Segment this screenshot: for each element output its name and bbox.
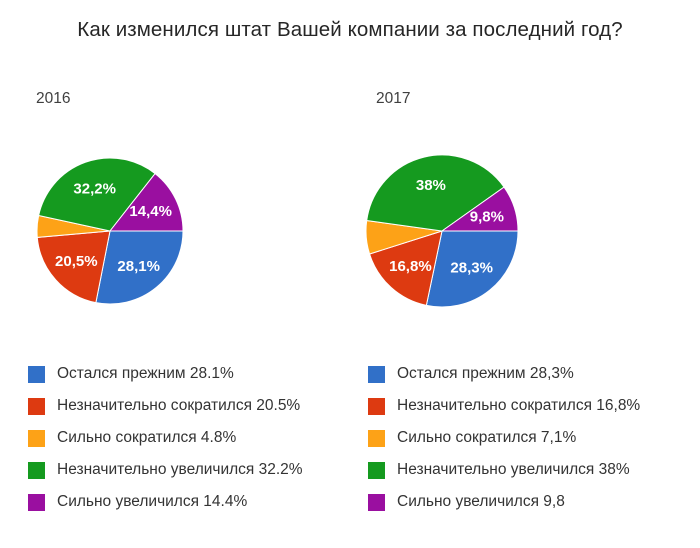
legend-swatch-strongly-decreased-icon [28,429,45,447]
chart-panel-2016: 2016 28,1% 20,5% 32,2% 14,4% Остался прежни… [18,90,358,530]
pie-slice-label: 28,1% [117,258,160,275]
legend-2017: Остался прежним 28,3% Незначительно сокр… [368,358,698,518]
legend-item-label: Сильно увеличился 9,8 [397,493,565,511]
legend-item[interactable]: Остался прежним 28.1% [28,358,358,390]
legend-item-label: Остался прежним 28.1% [57,365,234,383]
legend-item-label: Остался прежним 28,3% [397,365,574,383]
legend-item[interactable]: Незначительно сократился 20.5% [28,390,358,422]
pie-slice-label: 9,8% [470,209,504,226]
pie-slice[interactable] [36,230,111,304]
pie-slice-label: 38% [416,177,446,194]
panel-year-label: 2016 [36,90,71,107]
legend-swatch-slightly-increased-icon [28,461,45,479]
legend-swatch-slightly-decreased-icon [28,397,45,415]
legend-swatch-stayed-same-icon [28,365,45,383]
legend-item-label: Незначительно увеличился 38% [397,461,630,479]
pie-slice[interactable] [440,186,519,232]
legend-item-label: Сильно сократился 7,1% [397,429,577,447]
pie-chart-2016-wrapper: 28,1% 20,5% 32,2% 14,4% [18,146,358,326]
pie-slice[interactable] [108,172,184,232]
page-title: Как изменился штат Вашей компании за пос… [77,18,623,41]
legend-2016: Остался прежним 28.1% Незначительно сокр… [28,358,358,518]
pie-chart-2016: 28,1% 20,5% 32,2% 14,4% [36,157,184,305]
pie-slice-label: 20,5% [55,253,98,270]
legend-item-label: Незначительно увеличился 32.2% [57,461,303,479]
pie-slice-label: 32,2% [73,180,116,197]
legend-swatch-strongly-increased-icon [28,493,45,511]
legend-swatch-slightly-decreased-icon [368,397,385,415]
pie-slice-label: 28,3% [450,260,493,277]
chart-panel-2017: 2017 28,3% 16,8% 38% 9,8% Остался прежним 2… [358,90,698,530]
pie-slice-label: 14,4% [129,203,172,220]
legend-item[interactable]: Сильно сократился 4.8% [28,422,358,454]
legend-item[interactable]: Остался прежним 28,3% [368,358,698,390]
pie-slice[interactable] [38,157,156,232]
legend-item[interactable]: Незначительно увеличился 38% [368,454,698,486]
pie-chart-2017-wrapper: 28,3% 16,8% 38% 9,8% [358,146,698,326]
pie-slice-label: 16,8% [389,258,432,275]
pie-chart-2017: 28,3% 16,8% 38% 9,8% [366,154,519,308]
panel-year-label: 2017 [376,90,411,107]
legend-swatch-slightly-increased-icon [368,461,385,479]
legend-item[interactable]: Сильно увеличился 14.4% [28,486,358,518]
legend-item-label: Незначительно сократился 20.5% [57,397,301,415]
legend-swatch-strongly-decreased-icon [368,429,385,447]
pie-slice[interactable] [95,230,184,305]
legend-item[interactable]: Сильно увеличился 9,8 [368,486,698,518]
legend-swatch-strongly-increased-icon [368,493,385,511]
legend-item-label: Сильно увеличился 14.4% [57,493,248,511]
pie-slice[interactable] [366,154,505,232]
pie-slice[interactable] [425,230,519,308]
pie-slice[interactable] [368,230,443,306]
legend-swatch-stayed-same-icon [368,365,385,383]
legend-item[interactable]: Сильно сократился 7,1% [368,422,698,454]
legend-item-label: Незначительно сократился 16,8% [397,397,641,415]
legend-item[interactable]: Незначительно увеличился 32.2% [28,454,358,486]
legend-item-label: Сильно сократился 4.8% [57,429,237,447]
legend-item[interactable]: Незначительно сократился 16,8% [368,390,698,422]
